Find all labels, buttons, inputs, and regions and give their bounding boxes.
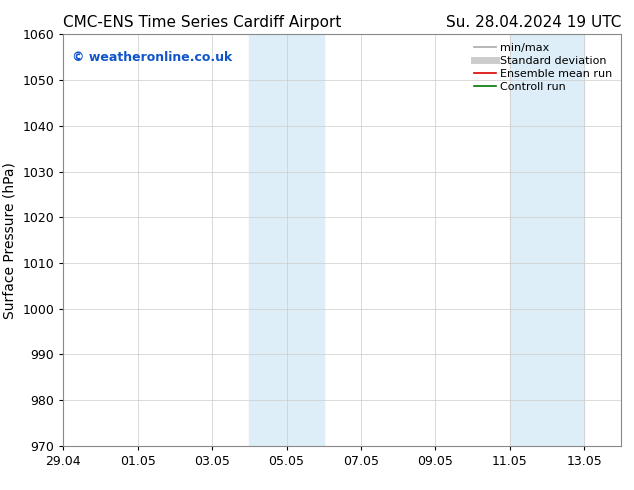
Text: Su. 28.04.2024 19 UTC: Su. 28.04.2024 19 UTC xyxy=(446,15,621,30)
Legend: min/max, Standard deviation, Ensemble mean run, Controll run: min/max, Standard deviation, Ensemble me… xyxy=(470,40,616,95)
Y-axis label: Surface Pressure (hPa): Surface Pressure (hPa) xyxy=(3,162,17,318)
Text: © weatheronline.co.uk: © weatheronline.co.uk xyxy=(72,51,232,64)
Bar xyxy=(510,34,584,446)
Text: CMC-ENS Time Series Cardiff Airport: CMC-ENS Time Series Cardiff Airport xyxy=(63,15,342,30)
Bar xyxy=(249,34,324,446)
